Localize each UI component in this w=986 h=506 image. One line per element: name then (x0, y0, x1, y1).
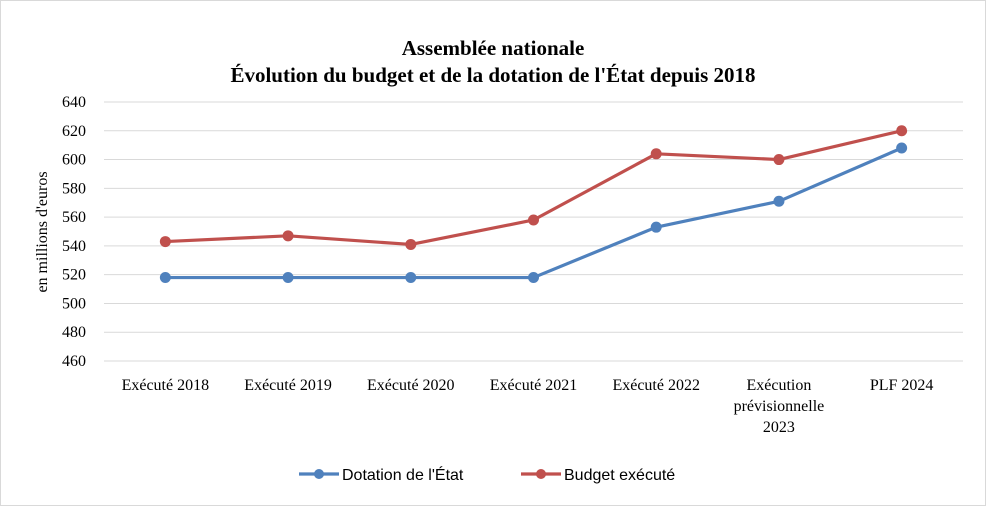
series-line (165, 146, 903, 280)
chart-title-line-2: Évolution du budget et de la dotation de… (230, 63, 755, 87)
x-tick-label-line: Exécution (746, 377, 811, 394)
y-tick-label: 640 (62, 94, 86, 111)
series-dotation (159, 142, 908, 284)
legend-marker-icon (536, 469, 546, 479)
legend-label: Budget exécuté (564, 467, 675, 484)
x-tick-label: PLF 2024 (870, 377, 934, 394)
x-tick-label: Exécuté 2018 (122, 377, 210, 394)
x-tick-label: Exécuté 2020 (367, 377, 455, 394)
legend-item: Budget exécuté (521, 467, 675, 484)
x-tick-label: Exécuté 2021 (490, 377, 578, 394)
data-point (159, 236, 171, 248)
legend-marker-icon (314, 469, 324, 479)
legend: Dotation de l'État Budget exécuté (299, 465, 675, 484)
data-point (282, 230, 294, 242)
x-tick-label-line: Exécuté 2019 (244, 377, 332, 394)
data-point (528, 214, 539, 226)
x-tick-label: Exécuté 2019 (244, 377, 332, 394)
x-tick-label-line: Exécuté 2022 (612, 377, 700, 394)
data-point (650, 148, 662, 160)
x-tick-label-line: 2023 (763, 419, 795, 436)
x-tick-label: Exécuté 2022 (612, 377, 700, 394)
series-budget (159, 125, 908, 250)
x-tick-label-line: Exécuté 2018 (122, 377, 210, 394)
data-point (405, 272, 417, 284)
legend-item: Dotation de l'État (299, 465, 464, 484)
x-tick-label-line: Exécuté 2020 (367, 377, 455, 394)
x-tick-label-line: prévisionnelle (734, 398, 825, 415)
y-tick-label: 580 (62, 180, 86, 197)
x-tick-label: Exécution prévisionnelle 2023 (734, 377, 825, 436)
data-point (405, 238, 417, 250)
x-axis-ticks: Exécuté 2018 Exécuté 2019 Exécuté 2020 Exéc… (122, 377, 934, 436)
y-tick-label: 500 (62, 295, 86, 312)
legend-label: Dotation de l'État (342, 465, 464, 484)
series-group (159, 125, 908, 284)
data-point (773, 154, 785, 166)
data-point (282, 272, 294, 284)
y-axis-ticks: 460 480 500 520 540 560 580 600 620 640 (62, 94, 86, 370)
y-tick-label: 620 (62, 123, 86, 140)
x-tick-label-line: PLF 2024 (870, 377, 934, 394)
y-tick-label: 540 (62, 238, 86, 255)
data-point (650, 221, 662, 233)
series-line (165, 129, 903, 247)
gridlines (104, 101, 963, 362)
y-axis-label: en millions d'euros (34, 171, 51, 292)
data-point (896, 142, 908, 154)
y-tick-label: 520 (62, 267, 86, 284)
chart-title: Assemblée nationale Évolution du budget … (230, 36, 755, 87)
y-tick-label: 600 (62, 152, 86, 169)
chart-title-line-1: Assemblée nationale (402, 36, 585, 60)
data-point (896, 125, 908, 137)
y-tick-label: 460 (62, 353, 86, 370)
x-tick-label-line: Exécuté 2021 (490, 377, 578, 394)
data-point (528, 272, 539, 284)
y-tick-label: 560 (62, 209, 86, 226)
data-point (159, 272, 171, 284)
y-tick-label: 480 (62, 324, 86, 341)
data-point (773, 195, 785, 207)
